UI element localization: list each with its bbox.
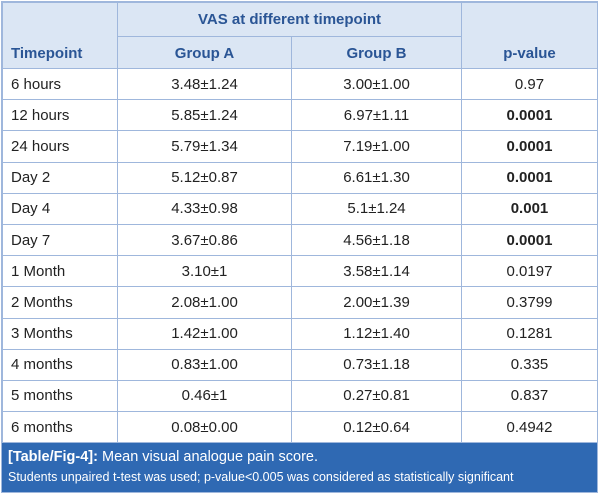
table-row: Day 4 4.33±0.98 5.1±1.24 0.001: [2, 192, 598, 225]
table-row: 3 Months 1.42±1.00 1.12±1.40 0.1281: [2, 317, 598, 350]
cell-group-b: 1.12±1.40: [291, 317, 462, 350]
cell-group-a: 4.33±0.98: [117, 192, 292, 225]
cell-group-a: 0.46±1: [117, 379, 292, 413]
cell-group-a: 0.83±1.00: [117, 348, 292, 381]
table-row: 24 hours 5.79±1.34 7.19±1.00 0.0001: [2, 130, 598, 163]
cell-group-a: 3.67±0.86: [117, 223, 292, 257]
cell-timepoint: 6 hours: [2, 67, 118, 101]
cell-group-a: 3.48±1.24: [117, 67, 292, 101]
cell-timepoint: 6 months: [2, 411, 118, 444]
cell-group-b: 0.73±1.18: [291, 348, 462, 381]
header-timepoint: Timepoint: [2, 2, 118, 69]
cell-p-value: 0.0001: [461, 161, 598, 194]
cell-timepoint: 24 hours: [2, 130, 118, 163]
header-p-value: p-value: [461, 2, 598, 69]
header-group-b: Group B: [291, 36, 462, 69]
cell-group-a: 5.79±1.34: [117, 130, 292, 163]
cell-group-a: 3.10±1: [117, 255, 292, 288]
cell-group-a: 2.08±1.00: [117, 286, 292, 319]
cell-p-value: 0.1281: [461, 317, 598, 350]
table-row: 5 months 0.46±1 0.27±0.81 0.837: [2, 379, 598, 413]
cell-group-b: 4.56±1.18: [291, 223, 462, 257]
cell-group-b: 3.00±1.00: [291, 67, 462, 101]
cell-p-value: 0.4942: [461, 411, 598, 444]
cell-group-b: 0.12±0.64: [291, 411, 462, 444]
cell-timepoint: Day 2: [2, 161, 118, 194]
cell-p-value: 0.0001: [461, 223, 598, 257]
table-row: 4 months 0.83±1.00 0.73±1.18 0.335: [2, 348, 598, 381]
cell-timepoint: 3 Months: [2, 317, 118, 350]
table-row: 2 Months 2.08±1.00 2.00±1.39 0.3799: [2, 286, 598, 319]
cell-group-b: 0.27±0.81: [291, 379, 462, 413]
cell-timepoint: Day 4: [2, 192, 118, 225]
cell-p-value: 0.001: [461, 192, 598, 225]
cell-timepoint: 1 Month: [2, 255, 118, 288]
header-group-a: Group A: [117, 36, 292, 69]
cell-p-value: 0.0001: [461, 99, 598, 132]
cell-group-b: 7.19±1.00: [291, 130, 462, 163]
cell-group-a: 5.85±1.24: [117, 99, 292, 132]
table-row: Day 2 5.12±0.87 6.61±1.30 0.0001: [2, 161, 598, 194]
vas-table: Timepoint VAS at different timepoint p-v…: [2, 2, 598, 444]
table-row: 12 hours 5.85±1.24 6.97±1.11 0.0001: [2, 99, 598, 132]
table-body: 6 hours 3.48±1.24 3.00±1.00 0.97 12 hours 5.8…: [2, 67, 598, 444]
cell-group-a: 0.08±0.00: [117, 411, 292, 444]
cell-timepoint: 5 months: [2, 379, 118, 413]
table-row: 6 months 0.08±0.00 0.12±0.64 0.4942: [2, 411, 598, 444]
cell-group-b: 2.00±1.39: [291, 286, 462, 319]
caption-note: Students unpaired t-test was used; p-val…: [8, 470, 514, 485]
caption-label: [Table/Fig-4]:: [8, 449, 98, 466]
table-row: 6 hours 3.48±1.24 3.00±1.00 0.97: [2, 67, 598, 101]
table-row: 1 Month 3.10±1 3.58±1.14 0.0197: [2, 255, 598, 288]
cell-group-b: 6.97±1.11: [291, 99, 462, 132]
cell-p-value: 0.335: [461, 348, 598, 381]
table-caption: [Table/Fig-4]: Mean visual analogue pain…: [2, 443, 597, 493]
cell-group-b: 6.61±1.30: [291, 161, 462, 194]
caption-title: Mean visual analogue pain score.: [101, 449, 319, 466]
cell-group-b: 3.58±1.14: [291, 255, 462, 288]
cell-group-a: 1.42±1.00: [117, 317, 292, 350]
cell-group-b: 5.1±1.24: [291, 192, 462, 225]
cell-p-value: 0.3799: [461, 286, 598, 319]
cell-group-a: 5.12±0.87: [117, 161, 292, 194]
cell-timepoint: 4 months: [2, 348, 118, 381]
header-group-span: VAS at different timepoint: [117, 2, 462, 37]
cell-timepoint: Day 7: [2, 223, 118, 257]
cell-p-value: 0.837: [461, 379, 598, 413]
cell-p-value: 0.0197: [461, 255, 598, 288]
cell-timepoint: 2 Months: [2, 286, 118, 319]
caption-title-line: [Table/Fig-4]: Mean visual analogue pain…: [8, 448, 591, 467]
table-row: Day 7 3.67±0.86 4.56±1.18 0.0001: [2, 223, 598, 257]
cell-p-value: 0.97: [461, 67, 598, 101]
cell-timepoint: 12 hours: [2, 99, 118, 132]
cell-p-value: 0.0001: [461, 130, 598, 163]
